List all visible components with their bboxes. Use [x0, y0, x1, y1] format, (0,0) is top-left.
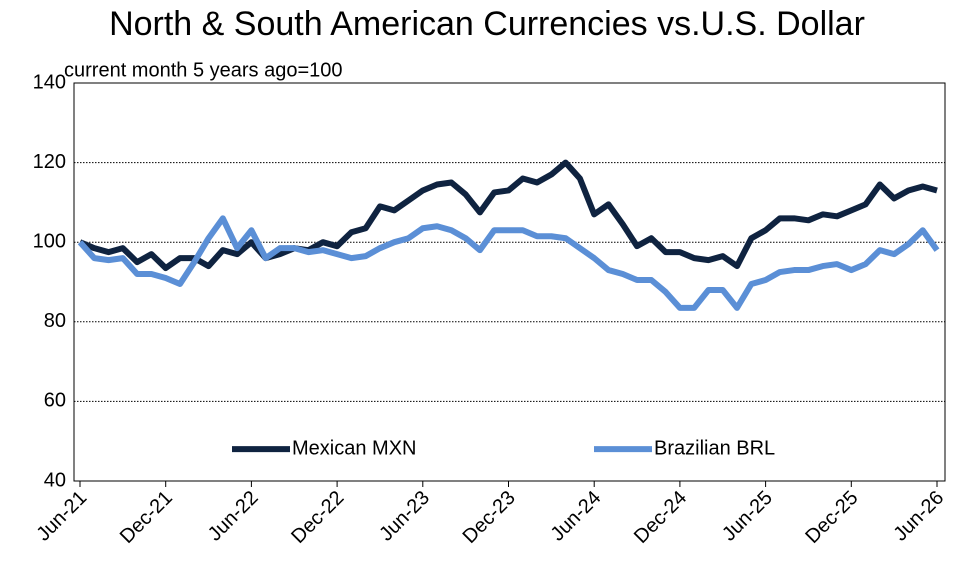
x-tick-label: Dec-21 — [116, 487, 177, 548]
y-tick-label: 120 — [33, 151, 66, 173]
chart-title: North & South American Currencies vs.U.S… — [109, 5, 865, 43]
y-tick-label: 60 — [44, 390, 66, 412]
x-tick-label: Jun-21 — [32, 487, 91, 546]
y-tick-label: 40 — [44, 469, 66, 491]
x-tick-label: Dec-24 — [630, 487, 691, 548]
series-line — [78, 159, 938, 272]
x-tick-label: Dec-22 — [287, 487, 348, 548]
x-tick-label: Jun-22 — [204, 487, 263, 546]
x-tick-label: Jun-23 — [375, 487, 434, 546]
x-tick-label: Jun-25 — [718, 487, 777, 546]
x-tick-label: Jun-26 — [889, 487, 948, 546]
series-line — [77, 215, 940, 311]
x-tick-label: Dec-25 — [801, 487, 862, 548]
y-tick-label: 80 — [44, 310, 66, 332]
chart-subtitle: current month 5 years ago=100 — [64, 59, 343, 81]
plot-frame — [73, 82, 946, 482]
x-tick-label: Dec-23 — [459, 487, 520, 548]
legend-label: Mexican MXN — [292, 437, 416, 459]
x-tick-label: Jun-24 — [547, 487, 606, 546]
y-tick-label: 100 — [33, 230, 66, 252]
y-tick-label: 140 — [33, 71, 66, 93]
legend-label: Brazilian BRL — [654, 437, 775, 459]
